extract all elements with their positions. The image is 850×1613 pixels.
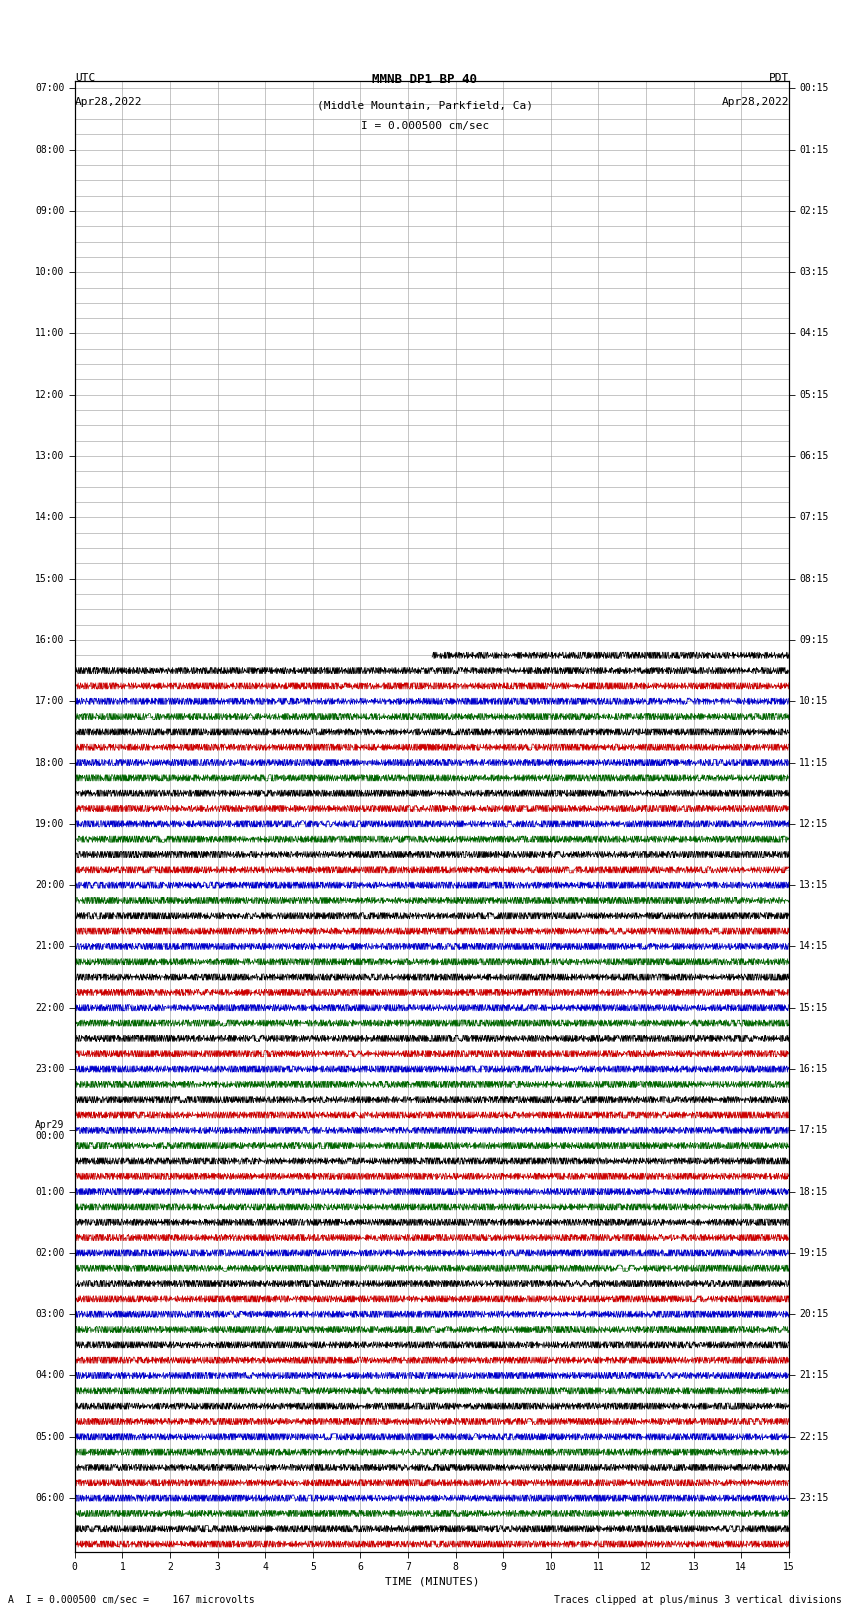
Text: A  I = 0.000500 cm/sec =    167 microvolts: A I = 0.000500 cm/sec = 167 microvolts: [8, 1595, 255, 1605]
X-axis label: TIME (MINUTES): TIME (MINUTES): [384, 1576, 479, 1586]
Text: Apr28,2022: Apr28,2022: [722, 97, 789, 106]
Text: UTC: UTC: [75, 73, 95, 82]
Text: I = 0.000500 cm/sec: I = 0.000500 cm/sec: [361, 121, 489, 131]
Text: PDT: PDT: [768, 73, 789, 82]
Text: MMNB DP1 BP 40: MMNB DP1 BP 40: [372, 73, 478, 85]
Text: (Middle Mountain, Parkfield, Ca): (Middle Mountain, Parkfield, Ca): [317, 100, 533, 110]
Text: Apr28,2022: Apr28,2022: [75, 97, 142, 106]
Text: Traces clipped at plus/minus 3 vertical divisions: Traces clipped at plus/minus 3 vertical …: [553, 1595, 842, 1605]
